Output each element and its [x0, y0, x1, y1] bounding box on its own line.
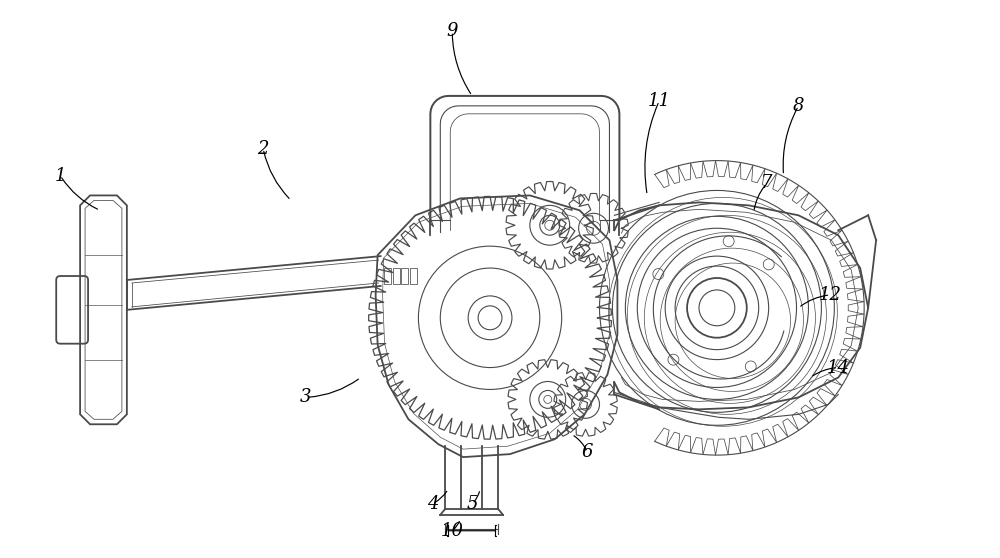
Bar	[401, 268, 408, 284]
Text: 5: 5	[466, 495, 478, 513]
Text: 8: 8	[793, 97, 804, 115]
Text: 3: 3	[300, 388, 312, 406]
Text: 14: 14	[827, 359, 850, 377]
Text: 9: 9	[446, 22, 458, 40]
Bar	[393, 268, 400, 284]
Bar	[410, 268, 417, 284]
Bar	[384, 268, 391, 284]
Text: 7: 7	[761, 175, 772, 193]
Text: 11: 11	[648, 92, 671, 110]
Text: 10: 10	[441, 522, 464, 540]
Text: 12: 12	[819, 286, 842, 304]
Text: 6: 6	[582, 443, 593, 461]
Text: 2: 2	[257, 140, 269, 158]
Text: 4: 4	[427, 495, 438, 513]
Text: 1: 1	[54, 166, 66, 185]
